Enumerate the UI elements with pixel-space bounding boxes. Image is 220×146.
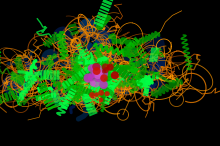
Polygon shape bbox=[152, 71, 166, 91]
Polygon shape bbox=[98, 66, 117, 90]
Point bbox=[102, 70, 106, 72]
Point bbox=[113, 74, 117, 77]
Circle shape bbox=[122, 78, 134, 90]
Point bbox=[94, 67, 97, 69]
Polygon shape bbox=[130, 70, 152, 92]
Point bbox=[90, 74, 94, 76]
Point bbox=[90, 77, 93, 79]
Circle shape bbox=[41, 49, 60, 68]
Polygon shape bbox=[79, 79, 93, 92]
Polygon shape bbox=[73, 49, 91, 73]
Polygon shape bbox=[84, 68, 108, 79]
Point bbox=[104, 66, 107, 68]
Circle shape bbox=[80, 86, 96, 102]
Circle shape bbox=[99, 74, 105, 80]
Point bbox=[94, 82, 97, 84]
Circle shape bbox=[129, 47, 137, 55]
Circle shape bbox=[123, 79, 130, 86]
Circle shape bbox=[94, 69, 103, 77]
Polygon shape bbox=[83, 89, 101, 103]
Circle shape bbox=[113, 77, 131, 95]
Point bbox=[98, 76, 101, 78]
Point bbox=[91, 82, 94, 85]
Circle shape bbox=[14, 79, 26, 91]
Point bbox=[105, 93, 109, 95]
Circle shape bbox=[80, 74, 88, 82]
Polygon shape bbox=[108, 79, 129, 91]
Polygon shape bbox=[93, 44, 103, 61]
Polygon shape bbox=[47, 66, 61, 70]
Polygon shape bbox=[149, 62, 163, 76]
Point bbox=[99, 92, 103, 94]
Point bbox=[104, 69, 108, 71]
Circle shape bbox=[101, 54, 123, 75]
Circle shape bbox=[68, 58, 78, 69]
Polygon shape bbox=[97, 20, 116, 40]
Circle shape bbox=[105, 79, 123, 98]
Polygon shape bbox=[148, 56, 166, 68]
Point bbox=[96, 75, 100, 77]
Circle shape bbox=[112, 70, 132, 90]
Point bbox=[102, 84, 105, 86]
Point bbox=[95, 66, 98, 68]
Polygon shape bbox=[16, 80, 27, 98]
Circle shape bbox=[50, 80, 71, 100]
Polygon shape bbox=[67, 38, 81, 55]
Circle shape bbox=[78, 18, 97, 37]
Point bbox=[99, 99, 103, 101]
Polygon shape bbox=[72, 78, 96, 97]
Polygon shape bbox=[112, 81, 131, 97]
Point bbox=[94, 73, 97, 75]
Point bbox=[86, 77, 90, 79]
Circle shape bbox=[98, 47, 116, 65]
Point bbox=[95, 93, 98, 96]
Polygon shape bbox=[92, 36, 106, 53]
Point bbox=[109, 66, 112, 68]
Point bbox=[95, 68, 99, 70]
Point bbox=[90, 94, 94, 96]
Polygon shape bbox=[45, 77, 63, 86]
Point bbox=[102, 77, 106, 79]
Circle shape bbox=[75, 92, 88, 105]
Circle shape bbox=[11, 70, 25, 84]
Circle shape bbox=[53, 27, 74, 48]
Polygon shape bbox=[84, 38, 101, 54]
Point bbox=[90, 67, 94, 69]
Polygon shape bbox=[87, 47, 101, 68]
Polygon shape bbox=[128, 60, 142, 77]
Point bbox=[102, 72, 105, 75]
Circle shape bbox=[145, 35, 165, 55]
Circle shape bbox=[152, 81, 164, 93]
Polygon shape bbox=[84, 70, 99, 91]
Circle shape bbox=[86, 74, 94, 82]
Point bbox=[97, 72, 101, 74]
Polygon shape bbox=[56, 53, 73, 71]
Circle shape bbox=[32, 58, 50, 76]
Polygon shape bbox=[72, 43, 92, 63]
Circle shape bbox=[91, 72, 103, 83]
Polygon shape bbox=[96, 88, 116, 101]
Circle shape bbox=[94, 30, 112, 47]
Point bbox=[95, 70, 98, 72]
Circle shape bbox=[2, 75, 22, 95]
